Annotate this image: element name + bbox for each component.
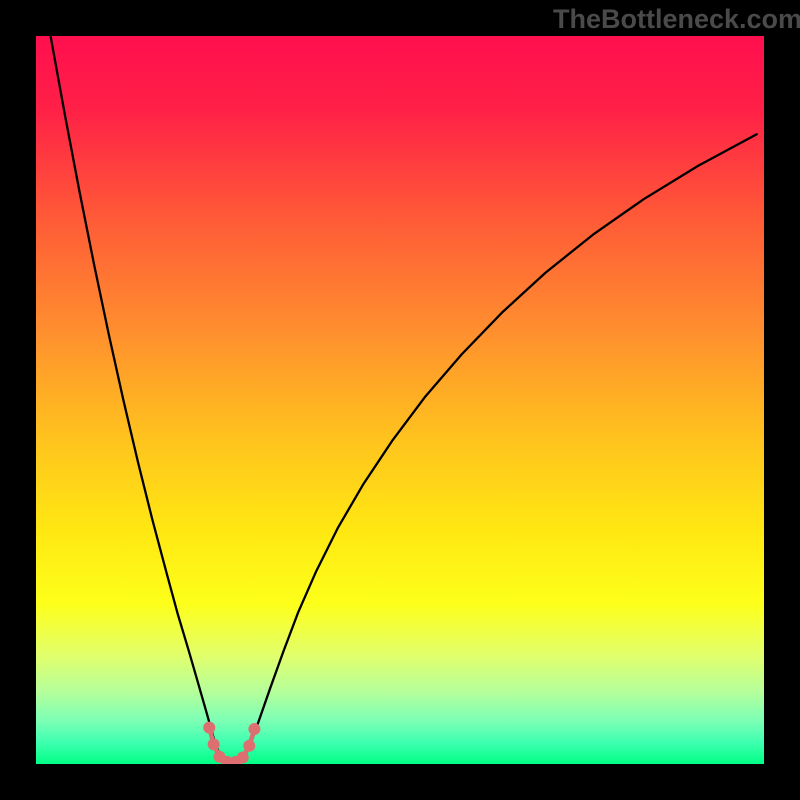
marker-dot	[243, 740, 255, 752]
gradient-background	[36, 36, 764, 764]
chart-svg	[36, 36, 764, 764]
marker-dot	[208, 738, 220, 750]
plot-area	[36, 36, 764, 764]
watermark-text: TheBottleneck.com	[553, 4, 800, 35]
marker-dot	[248, 723, 260, 735]
marker-dot	[237, 751, 249, 763]
marker-dot	[203, 722, 215, 734]
